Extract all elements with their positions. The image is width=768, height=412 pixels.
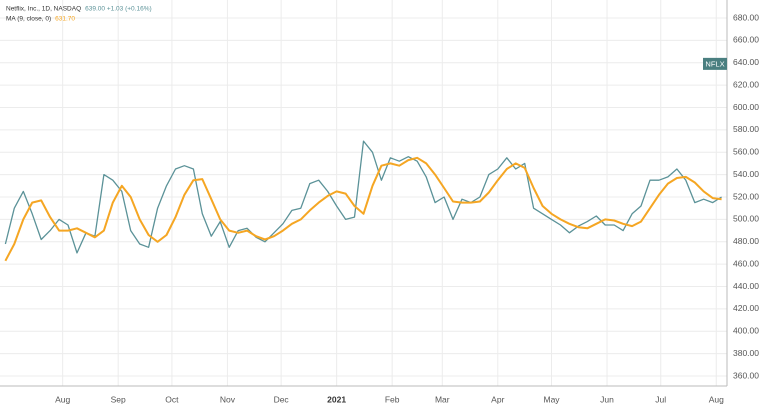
x-tick-label: Oct bbox=[165, 394, 179, 404]
legend-name: MA (9, close, 0) bbox=[6, 16, 51, 23]
y-tick-label: 360.00 bbox=[733, 370, 759, 380]
x-tick-label: Jun bbox=[600, 394, 614, 404]
y-tick-label: 420.00 bbox=[733, 303, 759, 313]
y-tick-label: 620.00 bbox=[733, 79, 759, 89]
x-tick-label: Sep bbox=[111, 394, 126, 404]
y-tick-label: 680.00 bbox=[733, 12, 759, 22]
y-tick-label: 560.00 bbox=[733, 147, 759, 157]
y-tick-label: 460.00 bbox=[733, 258, 759, 268]
legend-value: 631.70 bbox=[55, 16, 75, 23]
y-tick-label: 480.00 bbox=[733, 236, 759, 246]
x-tick-label: Dec bbox=[274, 394, 290, 404]
x-tick-label: Jul bbox=[655, 394, 666, 404]
y-tick-label: 440.00 bbox=[733, 281, 759, 291]
y-tick-label: 660.00 bbox=[733, 35, 759, 45]
y-tick-label: 520.00 bbox=[733, 191, 759, 201]
price-tag-label: NFLX bbox=[705, 59, 724, 68]
y-tick-label: 580.00 bbox=[733, 124, 759, 134]
x-tick-label: Aug bbox=[709, 394, 724, 404]
x-tick-label: Feb bbox=[385, 394, 400, 404]
x-tick-label: May bbox=[543, 394, 560, 404]
legend-value: 639.00 +1.03 (+0.16%) bbox=[85, 6, 152, 13]
y-tick-label: 380.00 bbox=[733, 348, 759, 358]
x-tick-label: Aug bbox=[55, 394, 70, 404]
price-tag-box bbox=[703, 57, 727, 70]
series-line bbox=[4, 140, 722, 254]
x-tick-label: Mar bbox=[435, 394, 450, 404]
y-tick-label: 600.00 bbox=[733, 102, 759, 112]
y-tick-label: 540.00 bbox=[733, 169, 759, 179]
x-tick-label: Nov bbox=[220, 394, 236, 404]
x-tick-label: Apr bbox=[491, 394, 504, 404]
series-line bbox=[4, 156, 722, 262]
legend-name: Netflix, Inc., 1D, NASDAQ bbox=[6, 6, 81, 13]
y-tick-label: 500.00 bbox=[733, 214, 759, 224]
y-tick-label: 400.00 bbox=[733, 326, 759, 336]
x-tick-label: 2021 bbox=[327, 394, 346, 404]
y-tick-label: 640.00 bbox=[733, 57, 759, 67]
